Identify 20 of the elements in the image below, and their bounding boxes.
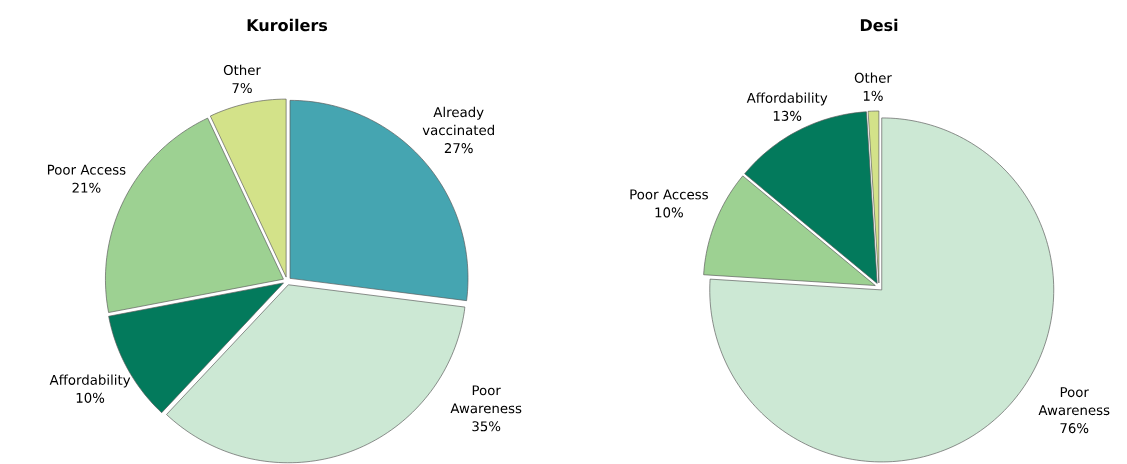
data-label: 27% (444, 143, 473, 154)
data-label: 76% (1060, 423, 1089, 434)
slice-label: Already vaccinated (422, 106, 494, 136)
data-label: 13% (773, 110, 802, 121)
chart-title: Kuroilers (247, 18, 328, 32)
slice-label: Poor Awareness (450, 385, 522, 414)
slice-label: Other (854, 72, 892, 83)
slice-label: Poor Access (47, 164, 126, 175)
data-label: 21% (72, 182, 101, 193)
slice-label: Affordability (746, 92, 828, 106)
chart-title: Desi (860, 18, 898, 32)
data-label: 1% (863, 90, 883, 101)
slice-label: Affordability (49, 374, 131, 388)
slice-label: Poor Access (630, 189, 708, 200)
data-label: 35% (472, 421, 501, 432)
slice-label: Poor Awareness (1038, 387, 1110, 416)
data-label: 10% (76, 392, 105, 403)
slice-label: Other (223, 64, 261, 76)
data-label: 7% (232, 82, 252, 94)
data-label: 10% (655, 207, 683, 218)
